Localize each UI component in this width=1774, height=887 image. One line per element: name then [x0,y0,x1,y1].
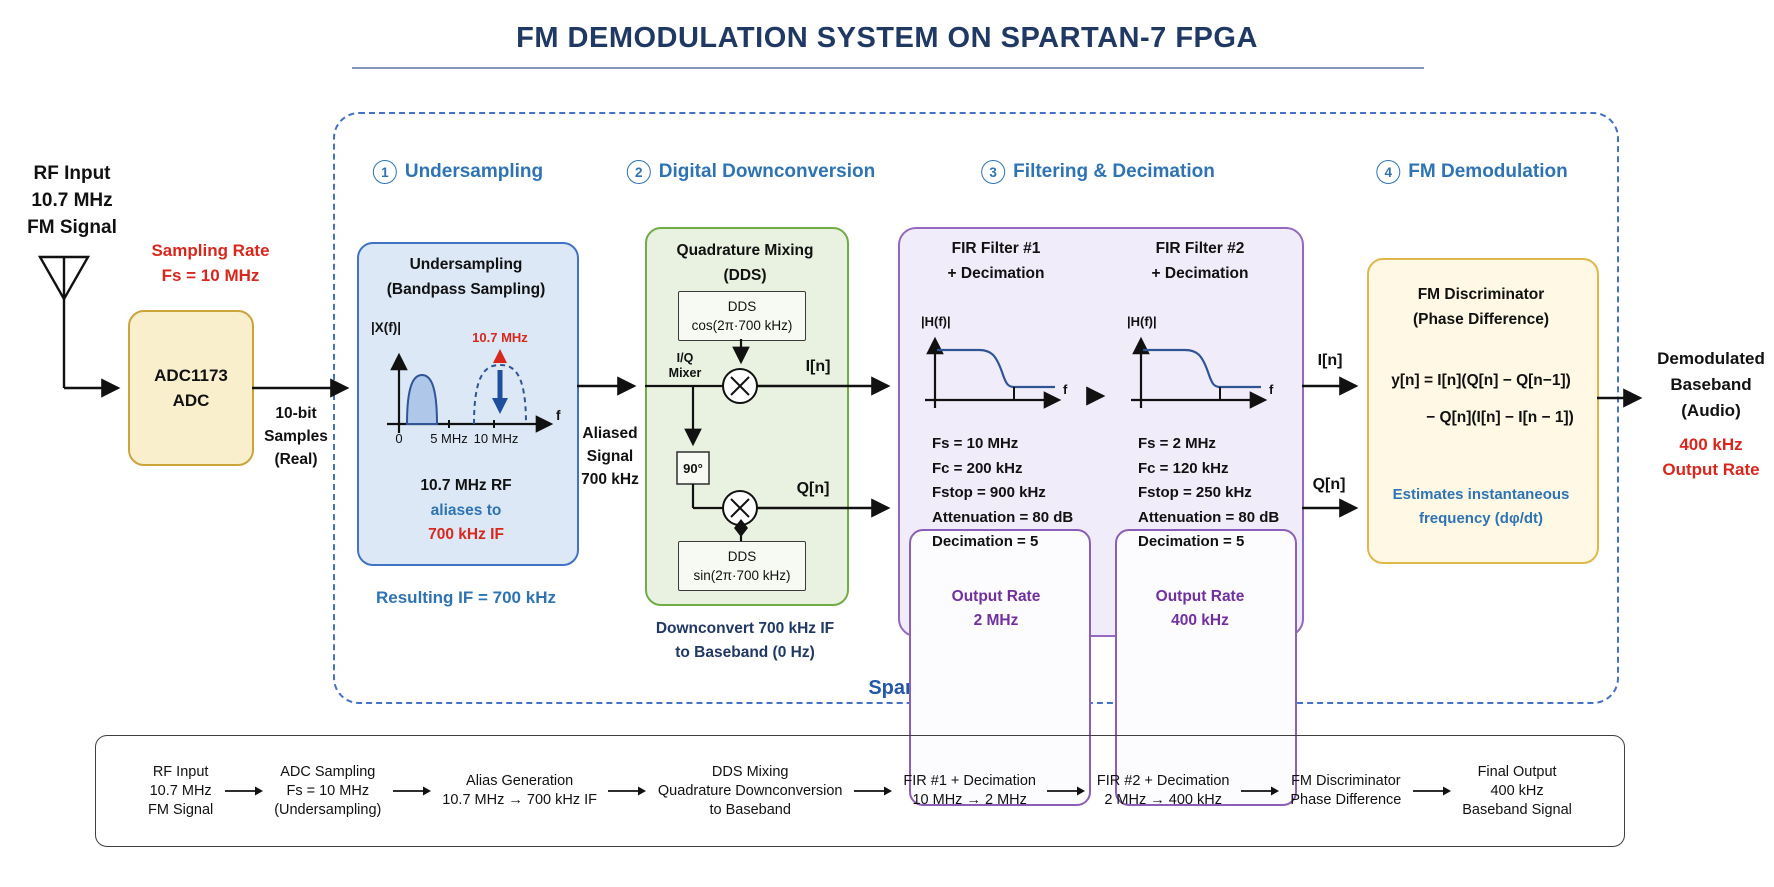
ddc-block-title: Quadrature Mixing (DDS) [676,242,814,284]
section-1-label: Undersampling [404,161,544,182]
fir2-spec-fstop: Fstop = 250 kHz [1138,484,1252,501]
section-header-demodulation: 4 FM Demodulation [1376,160,1568,184]
fm-demod-block [1367,258,1599,564]
fir1-title: FIR Filter #1 + Decimation [947,240,1045,282]
fir1-xlabel: f [1063,382,1068,397]
fir1-response-curve [937,348,1055,389]
rf-peak-label: 10.7 MHz [472,330,528,345]
tick-label-5mhz: 5 MHz [430,431,468,446]
section-4-label: FM Demodulation [1408,161,1568,182]
undersampling-caption: 10.7 MHz RF aliases to 700 kHz IF [357,474,575,548]
fir2-xlabel: f [1269,382,1274,397]
fir2-response-curve [1143,348,1261,389]
fir1-ylabel: |H(f)| [921,314,951,329]
caption-rf: 10.7 MHz RF [420,477,512,494]
summary-stage-adc-sampling: ADC Sampling Fs = 10 MHz (Undersampling) [274,763,382,818]
baseband-alias-lobe [405,373,439,425]
i-label-demod: I[n] [1317,352,1343,369]
fir2-ylabel: |H(f)| [1127,314,1157,329]
q-label-demod: Q[n] [1312,476,1346,493]
summary-stage-final-output: Final Output 400 kHz Baseband Signal [1462,763,1572,818]
dds-cos-box: DDS cos(2π·700 kHz) [678,291,806,341]
antenna-icon [37,255,121,398]
flow-arrow-icon [608,786,647,796]
spectrum-plot: |X(f)| f 10.7 MHz 0 5 MHz 10 MHz [371,320,561,446]
page-title: FM DEMODULATION SYSTEM ON SPARTAN-7 FPGA [516,22,1258,54]
flow-arrow-icon [1240,786,1279,796]
dds-sin-box: DDS sin(2π·700 kHz) [678,541,806,591]
sampling-rate-label: Sampling Rate Fs = 10 MHz [151,241,270,285]
section-header-filtering: 3 Filtering & Decimation [981,160,1215,184]
fir1-spec-decimation: Decimation = 5 [932,533,1039,550]
caption-aliases: aliases to [430,501,502,519]
summary-stage-fir1: FIR #1 + Decimation 10 MHz → 2 MHz [903,773,1036,808]
tick-label-0: 0 [395,431,402,446]
summary-flow-box: RF Input 10.7 MHz FM Signal ADC Sampling… [95,735,1625,847]
spectrum-ylabel: |X(f)| [371,320,401,335]
iq-mixer-label: I/Q Mixer [668,351,702,380]
discriminator-formula-line2: − Q[n](I[n] − I[n − 1]) [1426,409,1574,426]
fir2-box [1115,529,1297,806]
rf-carrier-lobe-dashed [473,363,527,425]
ddc-caption: Downconvert 700 kHz IF to Baseband (0 Hz… [655,620,835,661]
spectrum-xlabel: f [556,408,561,423]
fir1-spec-fstop: Fstop = 900 kHz [932,484,1046,501]
step-2-badge: 2 [626,160,651,184]
summary-stage-discriminator: FM Discriminator Phase Difference [1290,773,1402,808]
fir1-specs: Fs = 10 MHz Fc = 200 kHz Fstop = 900 kHz… [932,432,1073,555]
fir1-spec-fs: Fs = 10 MHz [932,435,1019,452]
fm-demod-title: FM Discriminator (Phase Difference) [1412,286,1550,328]
fir1-output-rate: Output Rate 2 MHz [951,588,1041,629]
fir1-spec-attenuation: Attenuation = 80 dB [932,508,1074,526]
discriminator-formula-line1: y[n] = I[n](Q[n] − Q[n−1]) [1391,372,1571,389]
section-header-undersampling: 1 Undersampling [372,160,544,184]
flow-arrow-icon [1412,786,1451,796]
adc-block-label: ADC1173 ADC [154,366,228,410]
flow-arrow-icon [853,786,892,796]
q-label-ddc: Q[n] [796,480,830,497]
resulting-if-label: Resulting IF = 700 kHz [376,588,556,607]
section-header-downconversion: 2 Digital Downconversion [626,160,876,184]
summary-stage-dds-mixing: DDS Mixing Quadrature Downconversion to … [657,763,843,818]
rf-input-label: RF Input 10.7 MHz FM Signal [27,163,117,238]
step-1-badge: 1 [372,160,397,184]
fir2-title: FIR Filter #2 + Decimation [1151,240,1249,282]
fir1-response-plot: |H(f)| f [921,314,1068,409]
summary-stage-rf-input: RF Input 10.7 MHz FM Signal [148,763,214,818]
flow-arrow-icon [1047,786,1086,796]
caption-if: 700 kHz IF [428,526,504,543]
flow-arrow-icon [224,786,263,796]
discriminator-note: Estimates instantaneous frequency (dφ/dt… [1392,486,1570,527]
summary-stage-alias-generation: Alias Generation 10.7 MHz → 700 kHz IF [442,773,597,808]
demodulated-output-label: Demodulated Baseband (Audio) [1657,349,1765,420]
title-underline [352,67,1424,69]
filtering-block [898,227,1304,806]
undersampling-block [357,242,579,566]
aliased-signal-label: Aliased Signal 700 kHz [581,425,639,488]
section-3-label: Filtering & Decimation [1013,161,1215,182]
step-4-badge: 4 [1376,160,1401,184]
fir2-specs: Fs = 2 MHz Fc = 120 kHz Fstop = 250 kHz … [1138,432,1279,555]
adc-output-label: 10-bit Samples (Real) [264,405,328,468]
summary-stage-fir2: FIR #2 + Decimation 2 MHz → 400 kHz [1096,773,1230,808]
tick-label-10mhz: 10 MHz [474,431,519,446]
flow-arrow-icon [392,786,431,796]
alias-down-arrowhead [492,398,508,414]
step-3-badge: 3 [981,160,1006,184]
fir2-spec-decimation: Decimation = 5 [1138,533,1245,550]
output-rate-label: 400 kHz Output Rate [1662,435,1760,479]
fir2-output-rate: Output Rate 400 kHz [1155,588,1245,629]
i-label-ddc: I[n] [805,358,831,375]
section-2-label: Digital Downconversion [658,161,876,182]
fir2-response-plot: |H(f)| f [1127,314,1274,409]
fir2-spec-attenuation: Attenuation = 80 dB [1138,508,1280,526]
undersampling-block-title: Undersampling (Bandpass Sampling) [386,256,546,298]
adc-block: ADC1173 ADC [128,310,254,466]
fir1-box [909,529,1091,806]
fir1-spec-fc: Fc = 200 kHz [932,459,1023,477]
fir2-spec-fc: Fc = 120 kHz [1138,459,1229,477]
fir2-spec-fs: Fs = 2 MHz [1138,435,1216,452]
